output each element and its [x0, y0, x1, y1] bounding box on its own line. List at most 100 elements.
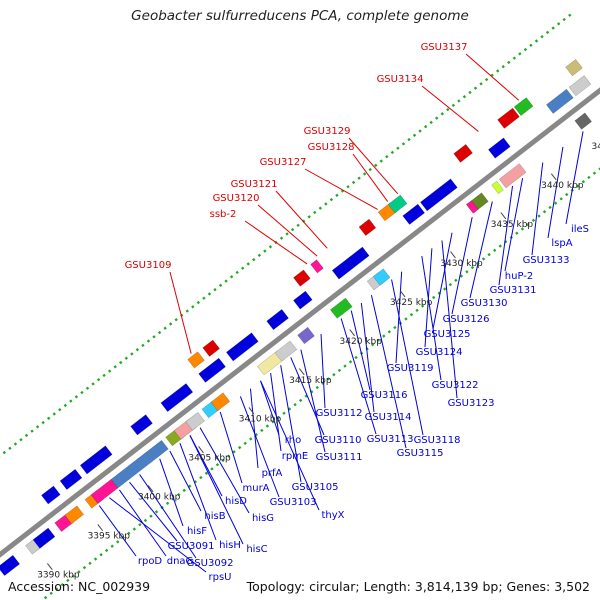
gene-label[interactable]: GSU3125: [424, 329, 471, 340]
gene-feature[interactable]: [198, 357, 226, 383]
track-dot: [185, 309, 189, 313]
gene-label[interactable]: GSU3112: [316, 408, 363, 419]
gene-label[interactable]: GSU3137: [421, 42, 468, 53]
gene-label[interactable]: GSU3129: [304, 126, 351, 137]
gene-feature[interactable]: [160, 383, 194, 412]
gene-feature[interactable]: [330, 297, 353, 319]
gene-feature[interactable]: [466, 200, 479, 214]
gene-feature[interactable]: [274, 340, 298, 362]
gene-feature[interactable]: [420, 178, 458, 212]
gene-label[interactable]: GSU3128: [308, 142, 355, 153]
track-dot: [296, 223, 300, 228]
gene-feature[interactable]: [331, 258, 355, 280]
gene-label[interactable]: GSU3110: [315, 435, 362, 446]
gene-feature[interactable]: [358, 218, 377, 236]
gene-label[interactable]: GSU3123: [448, 398, 495, 409]
gene-feature[interactable]: [491, 180, 504, 195]
track-dot: [537, 214, 541, 218]
gene-feature[interactable]: [372, 268, 391, 286]
gene-feature[interactable]: [568, 75, 592, 97]
gene-feature[interactable]: [226, 332, 259, 362]
gene-feature[interactable]: [513, 97, 534, 116]
gene-feature[interactable]: [387, 194, 408, 214]
track-dot: [540, 35, 544, 39]
gene-feature[interactable]: [310, 259, 324, 274]
track-dot: [47, 416, 51, 420]
gene-label[interactable]: huP-2: [505, 271, 533, 282]
track-dot: [313, 210, 317, 215]
gene-label[interactable]: GSU3111: [316, 452, 363, 463]
gene-label[interactable]: GSU3131: [490, 285, 537, 296]
track-dot: [163, 326, 167, 330]
gene-label[interactable]: GSU3133: [523, 255, 570, 266]
gene-feature[interactable]: [32, 527, 56, 549]
gene-feature[interactable]: [0, 554, 20, 577]
gene-label[interactable]: GSU3116: [361, 390, 408, 401]
gene-label[interactable]: GSU3130: [461, 298, 508, 309]
gene-feature[interactable]: [110, 439, 169, 489]
gene-label[interactable]: GSU3121: [231, 179, 278, 190]
gene-label[interactable]: GSU3120: [213, 193, 260, 204]
gene-label[interactable]: GSU3124: [416, 347, 463, 358]
gene-feature[interactable]: [64, 505, 84, 525]
leader-line: [421, 85, 479, 132]
gene-label[interactable]: GSU3126: [443, 314, 490, 325]
gene-feature[interactable]: [79, 445, 113, 475]
gene-feature[interactable]: [546, 88, 574, 114]
track-dot: [30, 429, 34, 433]
gene-label[interactable]: ileS: [571, 224, 589, 235]
gene-label[interactable]: GSU3114: [365, 412, 412, 423]
gene-feature[interactable]: [346, 246, 370, 268]
gene-feature[interactable]: [185, 411, 205, 431]
gene-label[interactable]: hisF: [187, 526, 207, 537]
gene-label[interactable]: GSU3118: [414, 435, 461, 446]
gene-label[interactable]: GSU3115: [397, 448, 444, 459]
gene-label[interactable]: rpoD: [138, 556, 163, 567]
gene-label[interactable]: lspA: [551, 238, 572, 249]
gene-feature[interactable]: [565, 58, 583, 77]
gene-label[interactable]: GSU3103: [270, 497, 317, 508]
gene-label[interactable]: murA: [242, 483, 269, 494]
gene-feature[interactable]: [202, 339, 220, 357]
gene-label[interactable]: dnaG: [167, 556, 194, 567]
gene-feature[interactable]: [497, 107, 520, 129]
gene-label[interactable]: GSU3092: [187, 558, 234, 569]
gene-label[interactable]: GSU3105: [292, 482, 339, 493]
gene-feature[interactable]: [210, 392, 231, 412]
gene-label[interactable]: thyX: [321, 510, 344, 521]
gene-feature[interactable]: [59, 468, 83, 490]
gene-feature[interactable]: [498, 163, 527, 189]
gene-label[interactable]: GSU3091: [168, 541, 215, 552]
gene-feature[interactable]: [453, 143, 473, 163]
gene-label[interactable]: GSU3119: [387, 363, 434, 374]
gene-feature[interactable]: [293, 269, 311, 287]
gene-label[interactable]: GSU3109: [125, 260, 172, 271]
gene-label[interactable]: rpmE: [282, 451, 309, 462]
gene-feature[interactable]: [41, 485, 61, 505]
gene-label[interactable]: hisG: [252, 513, 274, 524]
gene-feature[interactable]: [488, 137, 511, 159]
gene-label[interactable]: GSU3134: [377, 74, 424, 85]
gene-features[interactable]: [0, 58, 592, 577]
gene-feature[interactable]: [402, 203, 425, 225]
gene-feature[interactable]: [187, 351, 205, 369]
gene-label[interactable]: GSU3113: [367, 434, 414, 445]
gene-label[interactable]: hisB: [204, 511, 225, 522]
gene-feature[interactable]: [90, 478, 119, 504]
gene-label[interactable]: rpsU: [209, 572, 232, 583]
gene-label[interactable]: GSU3127: [260, 157, 307, 168]
gene-feature[interactable]: [266, 309, 289, 331]
gene-label[interactable]: prfA: [262, 468, 283, 479]
gene-feature[interactable]: [297, 326, 315, 345]
gene-feature[interactable]: [574, 112, 592, 130]
gene-label[interactable]: GSU3122: [432, 380, 479, 391]
gene-label[interactable]: hisH: [219, 540, 241, 551]
gene-label[interactable]: rho: [285, 435, 301, 446]
gene-feature[interactable]: [130, 414, 153, 436]
gene-label[interactable]: hisC: [246, 544, 267, 555]
gene-label[interactable]: ssb-2: [210, 209, 237, 220]
gene-feature[interactable]: [293, 290, 313, 310]
gene-label[interactable]: hisD: [225, 496, 247, 507]
